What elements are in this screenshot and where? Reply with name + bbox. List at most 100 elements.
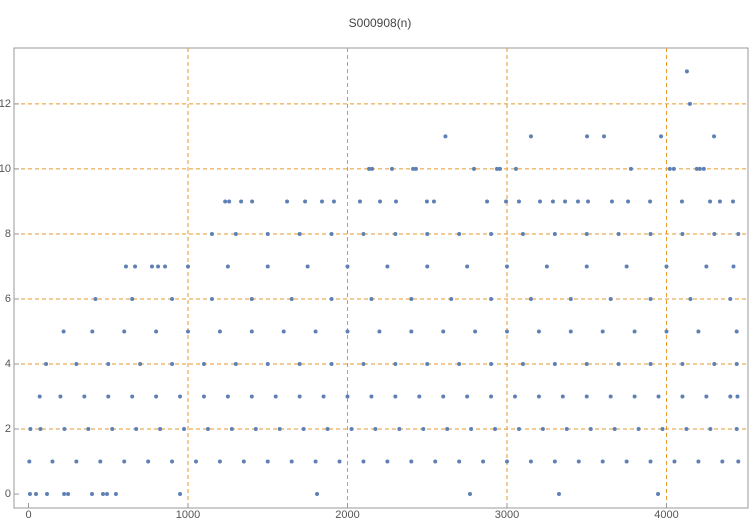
point <box>373 427 378 432</box>
point <box>225 394 230 399</box>
point <box>201 394 206 399</box>
point <box>497 166 502 171</box>
point <box>122 329 127 334</box>
point <box>656 492 661 497</box>
y-tick-label: 6 <box>5 293 11 305</box>
point <box>393 394 398 399</box>
point <box>505 329 510 334</box>
point <box>586 199 591 204</box>
point <box>110 427 115 432</box>
point <box>413 166 418 171</box>
point <box>321 394 326 399</box>
point <box>390 166 395 171</box>
point <box>239 199 244 204</box>
point <box>489 361 494 366</box>
point <box>516 199 521 204</box>
point <box>130 296 135 301</box>
point <box>62 492 67 497</box>
point <box>45 492 50 497</box>
point <box>297 394 302 399</box>
point <box>540 427 545 432</box>
point <box>217 329 222 334</box>
point <box>552 459 557 464</box>
point <box>694 166 699 171</box>
point <box>736 231 741 236</box>
point <box>209 231 214 236</box>
x-tick-label: 1000 <box>176 509 200 520</box>
point <box>98 459 103 464</box>
point <box>313 459 318 464</box>
point <box>370 166 375 171</box>
point <box>731 264 736 269</box>
point <box>664 329 669 334</box>
point <box>609 199 614 204</box>
point <box>672 459 677 464</box>
point <box>329 361 334 366</box>
point <box>717 199 722 204</box>
y-tick-label: 2 <box>5 423 11 435</box>
point <box>443 134 448 139</box>
point <box>385 264 390 269</box>
point <box>369 296 374 301</box>
point <box>575 199 580 204</box>
point <box>349 427 354 432</box>
point <box>393 199 398 204</box>
point <box>449 296 454 301</box>
point <box>186 329 191 334</box>
point <box>493 427 498 432</box>
point <box>170 296 175 301</box>
point <box>297 231 302 236</box>
point <box>608 296 613 301</box>
point <box>154 329 159 334</box>
point <box>425 361 430 366</box>
point <box>664 264 669 269</box>
point <box>465 264 470 269</box>
point <box>608 394 613 399</box>
point <box>113 492 118 497</box>
point <box>445 427 450 432</box>
point <box>158 427 163 432</box>
point <box>734 427 739 432</box>
point <box>556 492 561 497</box>
y-tick-label: 0 <box>5 488 11 500</box>
point <box>505 459 510 464</box>
point <box>233 361 238 366</box>
point <box>457 361 462 366</box>
point <box>648 296 653 301</box>
point <box>409 296 414 301</box>
point <box>345 394 350 399</box>
point <box>369 394 374 399</box>
point <box>409 329 414 334</box>
point <box>58 394 63 399</box>
point <box>154 394 159 399</box>
point <box>441 329 446 334</box>
point <box>361 231 366 236</box>
point <box>550 199 555 204</box>
y-tick-label: 8 <box>5 228 11 240</box>
point <box>648 199 653 204</box>
point <box>28 427 33 432</box>
point <box>329 231 334 236</box>
point <box>249 394 254 399</box>
point <box>122 459 127 464</box>
point <box>513 166 518 171</box>
point <box>680 361 685 366</box>
point <box>720 459 725 464</box>
point <box>265 231 270 236</box>
point <box>201 361 206 366</box>
point <box>249 296 254 301</box>
point <box>536 394 541 399</box>
point <box>361 459 366 464</box>
point <box>393 361 398 366</box>
point <box>636 427 641 432</box>
point <box>229 427 234 432</box>
point <box>728 296 733 301</box>
point <box>297 361 302 366</box>
point <box>528 134 533 139</box>
point <box>425 264 430 269</box>
point <box>671 166 676 171</box>
point <box>680 394 685 399</box>
point <box>648 361 653 366</box>
point <box>471 166 476 171</box>
